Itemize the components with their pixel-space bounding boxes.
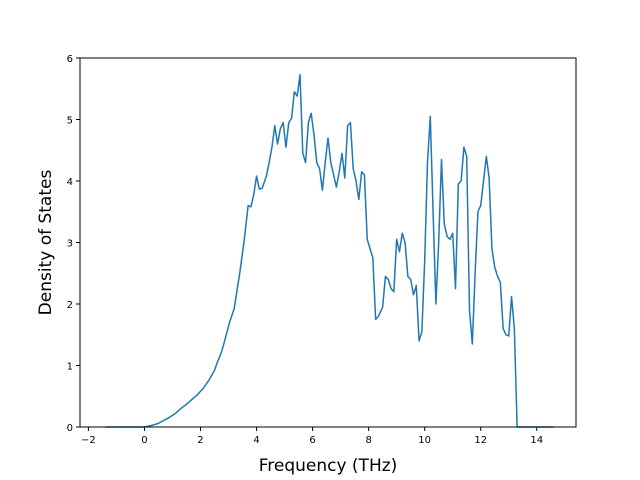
x-tick-label: 14 bbox=[530, 435, 543, 446]
y-tick-label: 2 bbox=[67, 300, 73, 311]
x-tick-label: 6 bbox=[309, 435, 315, 446]
y-tick-label: 0 bbox=[67, 423, 73, 434]
y-tick-label: 5 bbox=[67, 116, 73, 127]
x-axis-label: Frequency (THz) bbox=[259, 456, 398, 476]
x-tick-label: −2 bbox=[81, 435, 96, 446]
y-tick-label: 1 bbox=[67, 362, 73, 373]
x-tick-label: 8 bbox=[365, 435, 371, 446]
y-axis-label: Density of States bbox=[36, 170, 56, 316]
y-tick-label: 3 bbox=[67, 239, 73, 250]
x-tick-label: 2 bbox=[197, 435, 203, 446]
x-tick-label: 10 bbox=[418, 435, 431, 446]
plot-background bbox=[80, 58, 576, 427]
dos-series-line bbox=[105, 73, 554, 428]
y-tick-label: 6 bbox=[67, 54, 73, 65]
plot-frame bbox=[79, 57, 577, 428]
x-tick-label: 12 bbox=[474, 435, 487, 446]
y-tick-label: 4 bbox=[67, 177, 73, 188]
x-tick-label: 4 bbox=[253, 435, 259, 446]
x-tick-label: 0 bbox=[141, 435, 147, 446]
